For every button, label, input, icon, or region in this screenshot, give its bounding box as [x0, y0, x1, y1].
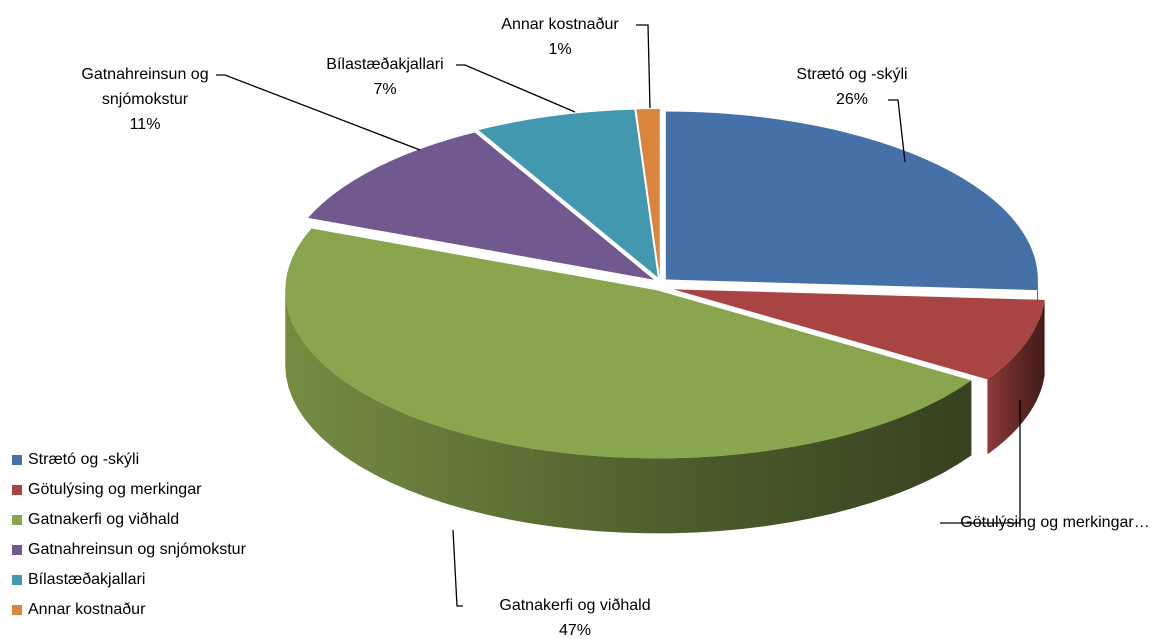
leader-line	[636, 24, 651, 109]
leader-line	[216, 74, 421, 151]
data-label-value: 1%	[548, 41, 571, 58]
slice	[478, 109, 658, 278]
leader-line	[456, 64, 576, 113]
legend-swatch	[12, 485, 22, 495]
leader-line	[452, 529, 463, 607]
slice	[285, 228, 972, 459]
data-label-name: Annar kostnaður	[501, 16, 619, 33]
data-label-value: 11%	[130, 116, 161, 133]
legend-label: Gatnakerfi og viðhald	[28, 511, 179, 528]
slice	[636, 109, 660, 278]
data-label-value: 7%	[373, 81, 396, 98]
slice	[665, 111, 1038, 291]
legend-label: Annar kostnaður	[28, 601, 146, 618]
leader-line	[940, 400, 1021, 524]
data-label-name: Bílastæðakjallari	[326, 56, 443, 73]
slice	[673, 289, 1045, 380]
data-label-name: snjómokstur	[102, 91, 189, 108]
slice-side-shade	[987, 299, 1045, 455]
legend-label: Strætó og -skýli	[28, 451, 139, 468]
data-label-name: Gatnahreinsun og	[81, 66, 208, 83]
legend-swatch	[12, 575, 22, 585]
data-label-value: 26%	[836, 91, 868, 108]
data-label-name: Götulýsing og merkingar…	[960, 514, 1149, 531]
legend-swatch	[12, 545, 22, 555]
legend-swatch	[12, 455, 22, 465]
legend-swatch	[12, 515, 22, 525]
legend-swatch	[12, 605, 22, 615]
legend-label: Götulýsing og merkingar	[28, 481, 202, 498]
legend-label: Bílastæðakjallari	[28, 571, 145, 588]
slice-side-shade	[285, 290, 972, 534]
legend-label: Gatnahreinsun og snjómokstur	[28, 541, 247, 558]
data-label-value: 47%	[559, 622, 591, 639]
data-label-name: Strætó og -skýli	[796, 66, 907, 83]
slice	[308, 132, 654, 280]
leader-line	[888, 99, 906, 163]
data-label-name: Gatnakerfi og viðhald	[499, 597, 650, 614]
